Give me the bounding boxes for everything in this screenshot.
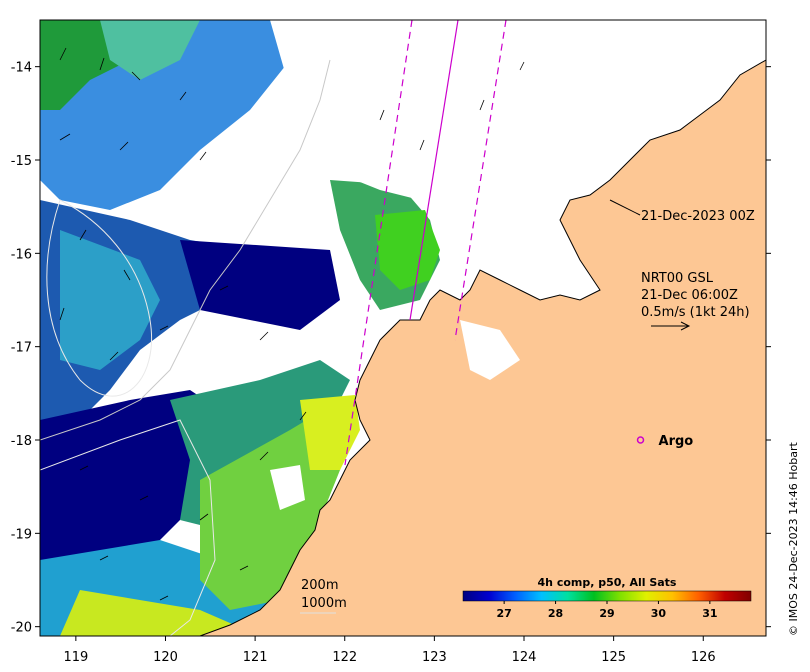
sst-patch-navy-south [40, 390, 220, 590]
colorbar-title: 4h comp, p50, All Sats [538, 576, 677, 589]
track-swath-edge-west [344, 20, 413, 466]
y-tick-label: -17 [11, 341, 32, 356]
sst-patch-teal-west [60, 230, 160, 370]
contour-200m [40, 59, 331, 441]
cloud-coast-small [270, 465, 305, 510]
x-tick-label: 126 [691, 650, 716, 665]
plot-frame [39, 19, 767, 637]
current-product-label: NRT00 GSL [641, 271, 714, 286]
colorbar-tick-label: 28 [548, 607, 563, 620]
y-tick-label: -18 [11, 434, 32, 449]
swath-time-pointer [609, 199, 641, 216]
sst-patch-yellow-coast [300, 395, 360, 470]
scale-arrow [651, 321, 691, 331]
current-scale-label: 0.5m/s (1kt 24h) [641, 305, 750, 320]
y-axis: -14 -15 -16 -17 -18 -19 -20 [11, 61, 771, 636]
swath-time-label: 21-Dec-2023 00Z [641, 209, 755, 224]
contour-1000m-eddy [46, 199, 152, 397]
current-vectors [59, 47, 525, 601]
cloud-mid-west [180, 330, 260, 385]
sst-patch-teal-north [100, 20, 200, 80]
track-centerline [409, 20, 459, 321]
depth-1000-label: 1000m [301, 596, 347, 611]
x-tick-label: 125 [601, 650, 626, 665]
track-swath-edge-east [454, 20, 507, 341]
sst-patch-yellow-south [60, 590, 260, 636]
depth-200-label: 200m [301, 578, 338, 593]
argo-marker [636, 436, 645, 444]
colorbar-ticks: 27 28 29 30 31 [496, 601, 718, 620]
colorbar-tick-label: 31 [702, 607, 717, 620]
colorbar [462, 590, 752, 602]
sst-patch-navy-mid [180, 240, 340, 330]
y-tick-label: -16 [11, 247, 32, 262]
x-tick-label: 123 [422, 650, 447, 665]
plot-area [40, 20, 766, 636]
y-tick-label: -19 [11, 527, 32, 542]
king-sound [460, 320, 520, 380]
colorbar-tick-label: 30 [651, 607, 667, 620]
y-tick-label: -20 [11, 621, 32, 636]
colorbar-tick-label: 29 [599, 607, 614, 620]
x-tick-label: 119 [63, 650, 88, 665]
y-tick-label: -15 [11, 154, 32, 169]
credit-text: © IMOS 24-Dec-2023 14:46 Hobart [787, 441, 800, 636]
y-tick-label: -14 [11, 61, 32, 76]
x-axis: 119 120 121 122 123 124 125 126 [63, 636, 716, 665]
contour-1000m-south [40, 419, 216, 636]
argo-label: Argo [659, 434, 694, 449]
x-tick-label: 120 [153, 650, 178, 665]
colorbar-tick-label: 27 [496, 607, 511, 620]
x-tick-label: 121 [243, 650, 268, 665]
x-tick-label: 122 [332, 650, 357, 665]
coastline [199, 59, 766, 636]
x-tick-label: 124 [512, 650, 537, 665]
sst-patch-brightgreen-mid [375, 210, 440, 290]
current-time-label: 21-Dec 06:00Z [641, 288, 738, 303]
